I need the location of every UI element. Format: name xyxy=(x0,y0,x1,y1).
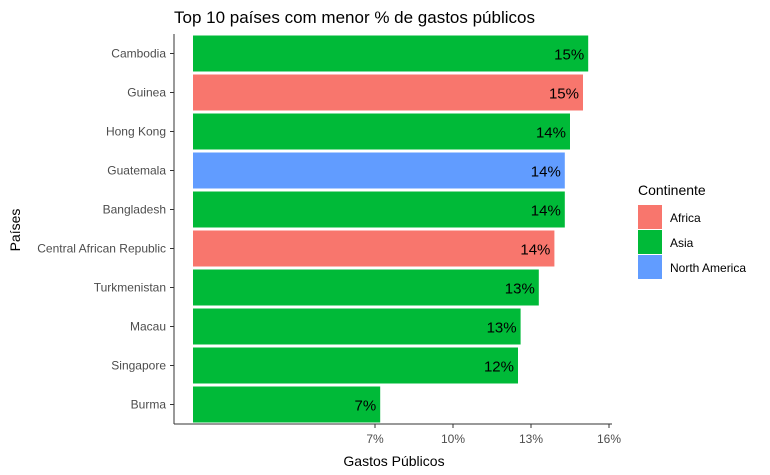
x-tick-label: 16% xyxy=(597,432,621,446)
y-tick-label: Guatemala xyxy=(107,164,166,178)
bar-cambodia xyxy=(193,35,589,72)
legend-swatch-africa xyxy=(638,205,662,229)
x-axis-title: Gastos Públicos xyxy=(343,453,444,469)
y-tick-label: Hong Kong xyxy=(106,125,166,139)
data-label: 13% xyxy=(505,281,535,298)
legend-label: Asia xyxy=(670,236,694,250)
chart-title: Top 10 países com menor % de gastos públ… xyxy=(174,8,535,27)
legend-label: Africa xyxy=(670,211,701,225)
bar-singapore xyxy=(193,347,518,384)
bar-central-african-republic xyxy=(193,230,555,267)
data-label: 14% xyxy=(531,203,561,220)
plot-area: 15% 15% 14% 14% 14% 14% 13% 13% 12% 7% xyxy=(193,35,589,423)
x-tick-label: 7% xyxy=(366,432,384,446)
bar-guinea xyxy=(193,74,583,111)
legend-swatch-north-america xyxy=(638,255,662,279)
legend-swatch-asia xyxy=(638,230,662,254)
y-tick-label: Burma xyxy=(131,398,167,412)
bar-turkmenistan xyxy=(193,269,539,306)
x-axis-ticks: 7% 10% 13% 16% xyxy=(366,424,621,446)
data-label: 12% xyxy=(484,359,514,376)
y-tick-label: Macau xyxy=(130,320,166,334)
y-tick-label: Cambodia xyxy=(111,47,166,61)
legend-title: Continente xyxy=(638,182,706,198)
y-tick-label: Guinea xyxy=(127,86,166,100)
legend: Continente Africa Asia North America xyxy=(638,182,746,279)
data-label: 7% xyxy=(355,398,377,415)
data-label: 13% xyxy=(487,320,517,337)
data-label: 14% xyxy=(520,242,550,259)
y-tick-label: Central African Republic xyxy=(37,242,166,256)
data-label: 14% xyxy=(531,164,561,181)
y-tick-label: Turkmenistan xyxy=(94,281,166,295)
bar-burma xyxy=(193,386,381,423)
data-label: 15% xyxy=(554,47,584,64)
bar-hong-kong xyxy=(193,113,570,150)
y-tick-label: Bangladesh xyxy=(103,203,166,217)
bar-bangladesh xyxy=(193,191,565,228)
y-tick-label: Singapore xyxy=(111,359,166,373)
data-label: 15% xyxy=(549,86,579,103)
bar-guatemala xyxy=(193,152,565,189)
legend-label: North America xyxy=(670,261,746,275)
bar-macau xyxy=(193,308,521,345)
x-tick-label: 13% xyxy=(519,432,543,446)
y-axis-title: Países xyxy=(7,209,23,252)
data-label: 14% xyxy=(536,125,566,142)
x-tick-label: 10% xyxy=(441,432,465,446)
y-axis-ticks: Cambodia Guinea Hong Kong Guatemala Banglade… xyxy=(37,47,174,412)
